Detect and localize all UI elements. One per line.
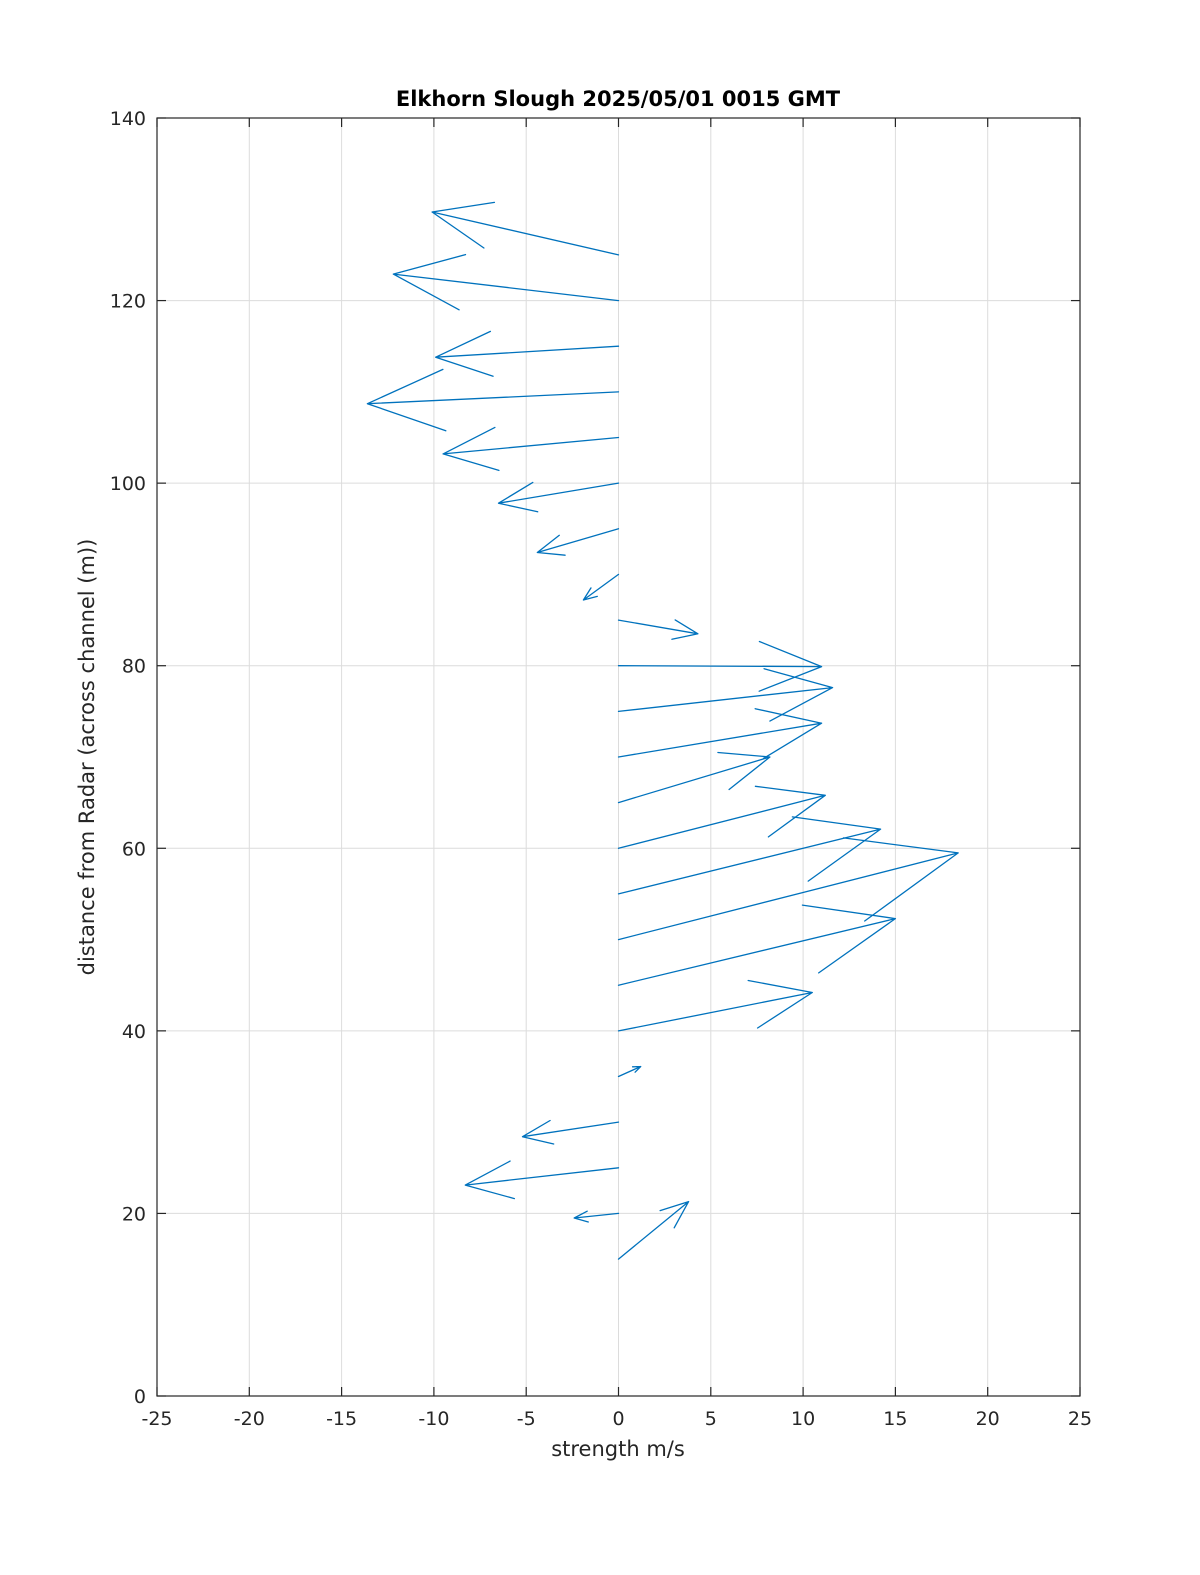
y-tick-label: 120 [110, 291, 146, 313]
x-tick-label: 15 [883, 1408, 907, 1430]
y-tick-label: 60 [122, 838, 146, 860]
y-tick-label: 100 [110, 473, 146, 495]
vector-arrow [464, 1160, 620, 1200]
vector-arrow [573, 1210, 620, 1223]
x-tick-label: 20 [976, 1408, 1000, 1430]
vector-arrow [442, 426, 620, 472]
vector-arrow [617, 1065, 642, 1078]
x-tick-label: -25 [141, 1408, 172, 1430]
vector-arrow [617, 708, 823, 760]
vector-arrow [617, 979, 813, 1032]
vector-arrow [617, 816, 882, 895]
vector-arrow [617, 640, 823, 692]
x-tick-label: 10 [791, 1408, 815, 1430]
chart-title: Elkhorn Slough 2025/05/01 0015 GMT [396, 87, 841, 111]
x-tick-label: 5 [705, 1408, 717, 1430]
y-tick-label: 140 [110, 108, 146, 130]
vector-arrow [497, 481, 620, 513]
vector-series [366, 201, 959, 1260]
y-tick-label: 40 [122, 1021, 146, 1043]
y-tick-label: 80 [122, 656, 146, 678]
vector-arrow [582, 573, 620, 601]
vector-arrow [536, 528, 620, 556]
y-tick-label: 0 [134, 1386, 146, 1408]
x-axis-label: strength m/s [551, 1437, 685, 1461]
vector-arrow [435, 330, 620, 377]
axis-ticks: -25 -20 -15 -10 -5 0 5 10 15 20 25 0 20 40 60 80 100 120 1… [110, 108, 1092, 1430]
vector-arrow [392, 253, 620, 311]
vector-arrow [617, 668, 834, 722]
x-tick-label: -20 [234, 1408, 265, 1430]
vector-arrow [617, 837, 959, 941]
vector-arrow [431, 201, 620, 256]
vector-arrow [366, 368, 620, 432]
vector-arrow [617, 904, 897, 986]
x-tick-label: 25 [1068, 1408, 1092, 1430]
y-axis-label: distance from Radar (across channel (m)) [75, 539, 99, 976]
vector-arrow [617, 619, 699, 640]
y-tick-label: 20 [122, 1203, 146, 1225]
x-tick-label: -10 [418, 1408, 449, 1430]
vector-arrow [521, 1119, 620, 1145]
x-tick-label: -15 [326, 1408, 357, 1430]
vector-arrow [617, 785, 826, 849]
vector-arrow [617, 751, 771, 804]
x-tick-label: -5 [517, 1408, 536, 1430]
vector-arrow [617, 1200, 690, 1260]
x-tick-label: 0 [612, 1408, 624, 1430]
